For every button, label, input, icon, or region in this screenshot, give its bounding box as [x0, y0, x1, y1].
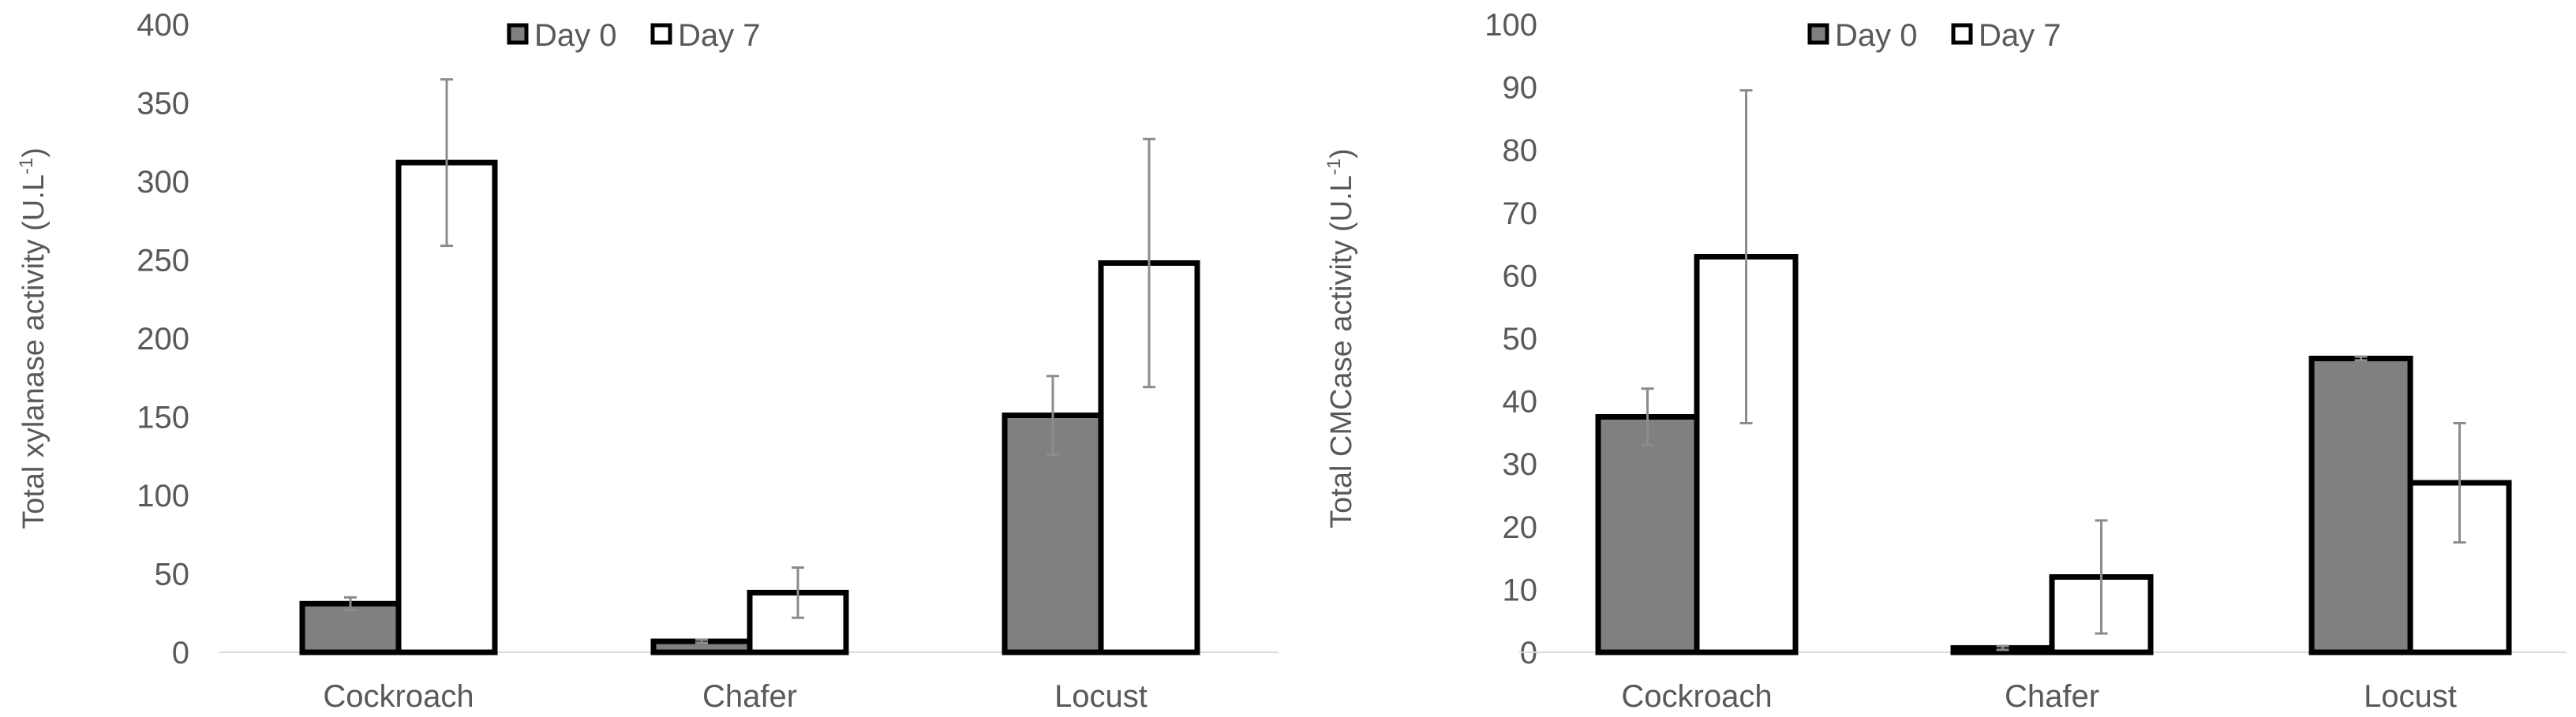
legend-swatch	[650, 23, 672, 45]
legend-label: Day 0	[1835, 18, 1918, 53]
y-tick-label: 200	[137, 322, 189, 357]
y-axis-label-superscript: -1	[16, 158, 37, 174]
y-tick-label: 90	[1503, 71, 1538, 106]
y-tick-label: 70	[1503, 196, 1538, 231]
bar-day-0-locust	[2308, 355, 2413, 655]
y-tick-label: 350	[137, 87, 189, 121]
y-tick-label: 80	[1503, 133, 1538, 168]
y-axis-label-text: Total CMCase activity (U.L	[1325, 175, 1358, 528]
y-tick-label: 40	[1503, 385, 1538, 420]
y-tick-label: 30	[1503, 447, 1538, 482]
y-tick-label: 100	[137, 479, 189, 513]
x-tick-label: Locust	[2364, 679, 2457, 713]
y-tick-label: 100	[1485, 8, 1537, 43]
legend-label: Day 7	[678, 18, 761, 53]
y-tick-label: 20	[1503, 510, 1538, 545]
y-tick-label: 50	[155, 558, 190, 592]
y-tick-label: 150	[137, 401, 189, 435]
legend-label: Day 7	[1979, 18, 2061, 53]
x-tick-label: Chafer	[702, 679, 797, 713]
y-axis-label: Total xylanase activity (U.L-1)	[16, 148, 51, 529]
y-axis-label-close: )	[17, 148, 51, 158]
y-tick-label: 250	[137, 244, 189, 278]
y-tick-label: 400	[137, 8, 189, 43]
y-axis-label: Total CMCase activity (U.L-1)	[1324, 148, 1358, 528]
y-tick-label: 60	[1503, 259, 1538, 293]
chart-1: 0 50 100 150 200 250 300 350 400 Total xylanase a…	[16, 8, 1279, 714]
legend-label: Day 0	[534, 18, 617, 53]
y-tick-label: 10	[1503, 573, 1538, 607]
legend-swatch	[1807, 23, 1829, 45]
x-tick-label: Chafer	[2005, 679, 2099, 713]
bar-day-0-cockroach	[1595, 414, 1700, 655]
x-tick-label: Cockroach	[1621, 679, 1772, 713]
x-tick-label: Locust	[1054, 679, 1148, 713]
y-axis-label-close: )	[1325, 148, 1358, 159]
y-tick-label: 50	[1503, 322, 1538, 357]
y-tick-label: 0	[172, 636, 189, 670]
x-tick-label: Cockroach	[323, 679, 474, 713]
legend-swatch	[507, 23, 529, 45]
legend: Day 0 Day 7	[1807, 18, 2061, 53]
y-axis-label-text: Total xylanase activity (U.L	[17, 174, 51, 529]
legend: Day 0 Day 7	[507, 18, 761, 53]
y-tick-label: 300	[137, 165, 189, 200]
legend-swatch	[1951, 23, 1973, 45]
y-axis-label-superscript: -1	[1324, 159, 1345, 175]
